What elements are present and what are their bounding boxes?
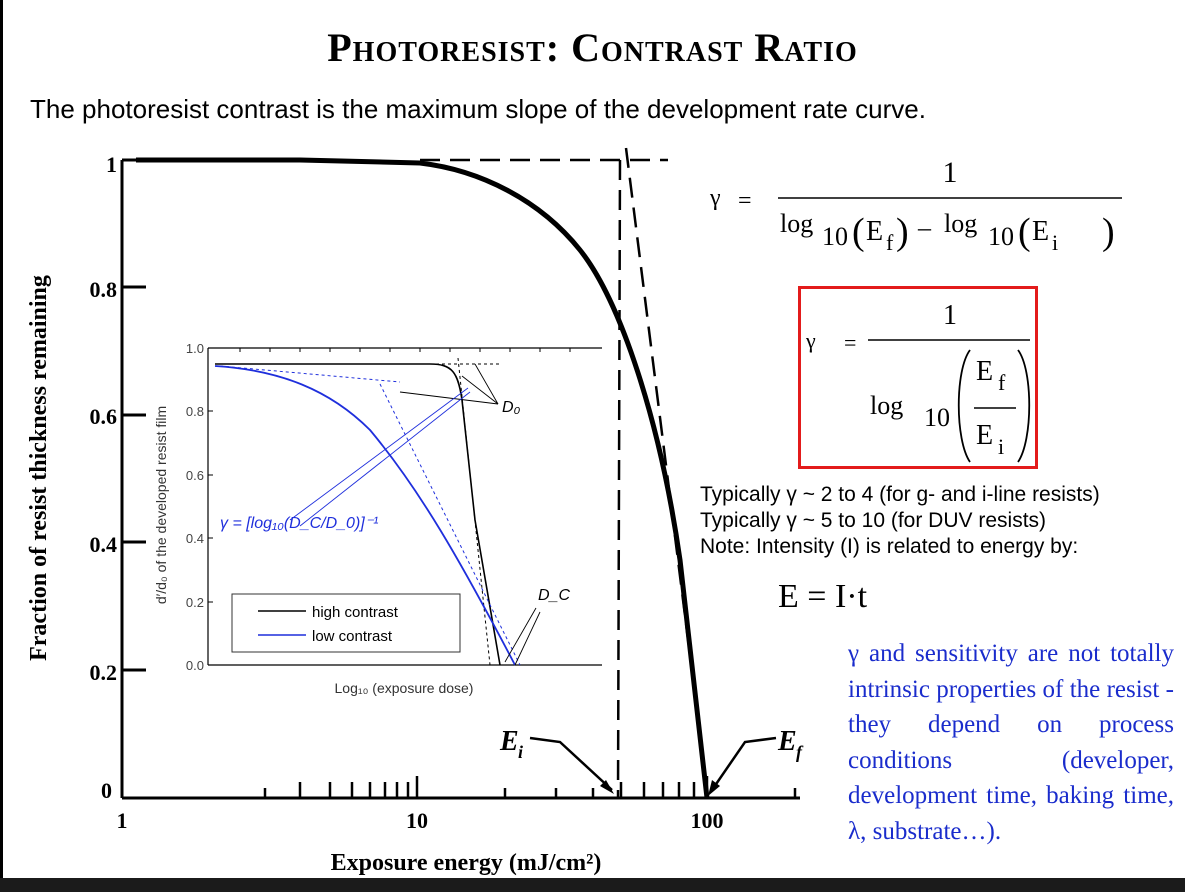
inset-y-tick-10: 1.0 <box>186 341 204 356</box>
legend-low-label: low contrast <box>312 628 393 645</box>
ei-sub: i <box>518 742 523 762</box>
eq2-right-paren <box>1017 349 1031 463</box>
eq2-gamma: γ <box>805 328 816 353</box>
ef-sub: f <box>796 742 804 762</box>
note-intensity: Note: Intensity (I) is related to energy… <box>700 535 1079 558</box>
main-x-axis-label: Exposure energy (mJ/cm²) <box>331 850 602 876</box>
chart-mark <box>504 607 537 663</box>
eq1-minus: – <box>917 213 932 242</box>
ef-arrow <box>710 736 777 791</box>
inset-y-axis-label: d′/d₀ of the developed resist film <box>153 406 169 604</box>
inset-y-tick-02: 0.2 <box>186 595 204 610</box>
ei-arrow <box>529 736 613 791</box>
inset-y-ticks <box>208 347 213 666</box>
sensitivity-paragraph: γ and sensitivity are not totally intrin… <box>848 640 1174 845</box>
eq1-arg1: E <box>866 216 883 247</box>
legend-high-label: high contrast <box>312 604 399 621</box>
eq2-log: log <box>870 391 903 420</box>
chart-mark: ) <box>1102 211 1115 253</box>
dc-label: D_C <box>538 587 570 604</box>
x-tick-label-1: 1 <box>117 808 128 833</box>
note-gline: Typically γ ~ 2 to 4 (for g- and i-line … <box>700 483 1100 506</box>
inset-legend-box <box>231 593 461 653</box>
highlight-box <box>798 286 1038 469</box>
eq2-left-paren <box>957 349 971 463</box>
y-tick-label-08: 0.8 <box>90 277 118 302</box>
x-tick-label-10: 10 <box>406 808 428 833</box>
eq1-arg2-sub: i <box>1052 230 1058 255</box>
eq2-top-sub: f <box>998 370 1006 395</box>
main-y-ticks <box>122 158 146 672</box>
eq2-top: E <box>976 356 993 387</box>
eq2-base: 10 <box>924 403 950 432</box>
notes: Typically γ ~ 2 to 4 (for g- and i-line … <box>700 482 1100 560</box>
main-y-axis-label: Fraction of resist thickness remaining <box>26 275 52 661</box>
chart-mark <box>399 391 499 405</box>
eq1-log1: log <box>780 209 813 238</box>
x-tick-label-100: 100 <box>691 808 724 833</box>
ei-arrowhead <box>600 780 614 794</box>
inset-formula: γ = [log₁₀(D_C/D_0)]⁻¹ <box>220 515 379 532</box>
chart-mark <box>299 391 471 527</box>
energy-equation: E = I·t <box>778 578 868 615</box>
eq1-base2: 10 <box>988 222 1014 251</box>
eq1-log2: log <box>944 209 977 238</box>
equation-1: γ = 1 log 10 ( E f ) – log 10 ( E i ) <box>709 156 1122 255</box>
y-tick-label-0: 0 <box>101 778 112 803</box>
ei-label: E <box>499 726 519 757</box>
chart-mark <box>474 363 499 405</box>
eq1-equals: = <box>738 188 752 214</box>
eq2-numerator: 1 <box>943 300 957 331</box>
main-curve <box>136 157 710 799</box>
ef-label: E <box>777 726 797 757</box>
eq1-gamma: γ <box>709 185 721 211</box>
inset-y-tick-08: 0.8 <box>186 404 204 419</box>
inset-x-axis-label: Log₁₀ (exposure dose) <box>335 680 474 696</box>
note-duv: Typically γ ~ 5 to 10 (for DUV resists) <box>700 509 1047 532</box>
eq1-arg2: E <box>1032 216 1049 247</box>
y-tick-label-04: 0.4 <box>90 532 118 557</box>
inset-y-tick-04: 0.4 <box>186 531 204 546</box>
dashed-ei-vertical <box>616 159 622 799</box>
main-x-ticks <box>263 776 797 798</box>
eq2-bottom: E <box>976 420 993 451</box>
eq1-numerator: 1 <box>943 156 958 189</box>
chart-mark: ( <box>1018 211 1031 253</box>
d0-label: D₀ <box>502 399 521 416</box>
ef-arrowhead <box>708 780 720 796</box>
eq1-base1: 10 <box>822 222 848 251</box>
slide-subtitle: The photoresist contrast is the maximum … <box>30 94 926 124</box>
y-tick-label-1: 1 <box>106 152 117 177</box>
chart-mark <box>461 375 499 405</box>
inset-top-ticks <box>239 348 571 352</box>
inset-y-tick-06: 0.6 <box>186 468 204 483</box>
chart-mark: ) <box>896 211 909 253</box>
inset-y-tick-00: 0.0 <box>186 658 204 673</box>
y-tick-label-02: 0.2 <box>90 660 118 685</box>
inset-low-dotted-top <box>219 365 401 383</box>
chart-mark <box>514 611 541 666</box>
chart-mark <box>289 387 469 521</box>
eq2-equals: = <box>844 330 856 355</box>
inset-low-tangent <box>379 383 521 666</box>
eq2-bottom-sub: i <box>998 434 1004 459</box>
equation-2: γ = 1 log 10 E f E i <box>805 300 1031 463</box>
eq1-arg1-sub: f <box>886 230 894 255</box>
bottom-bar <box>0 878 1185 892</box>
inset-low-contrast-curve <box>214 365 516 666</box>
chart-mark: ( <box>852 211 865 253</box>
slide-left-border <box>0 0 3 892</box>
y-tick-label-06: 0.6 <box>90 404 118 429</box>
slide-title: Photoresist: Contrast Ratio <box>327 25 858 70</box>
